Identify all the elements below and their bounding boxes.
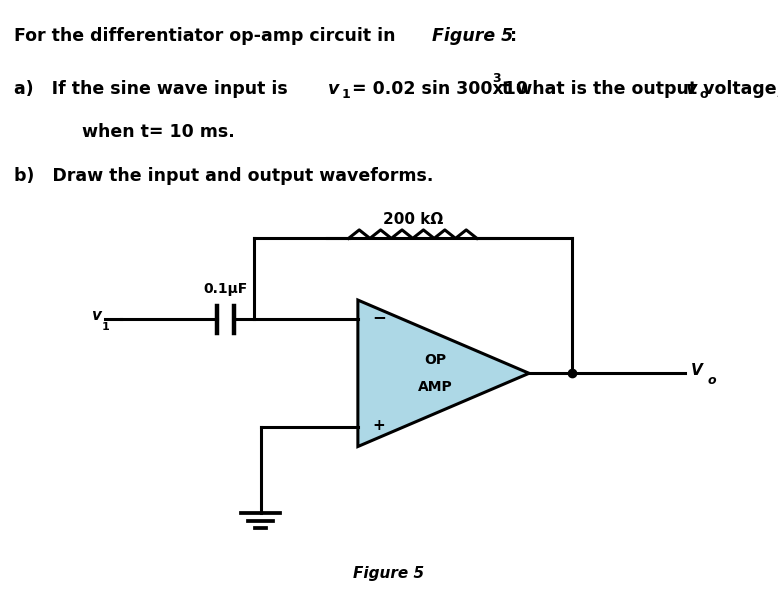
- Text: = 0.02 sin 300x10: = 0.02 sin 300x10: [352, 80, 527, 98]
- Text: 0.1μF: 0.1μF: [204, 282, 247, 296]
- Text: AMP: AMP: [418, 380, 452, 394]
- Text: when t= 10 ms.: when t= 10 ms.: [82, 123, 234, 141]
- Text: +: +: [372, 418, 384, 433]
- Text: −: −: [372, 308, 386, 326]
- Text: :: :: [510, 27, 517, 44]
- Text: b)   Draw the input and output waveforms.: b) Draw the input and output waveforms.: [14, 167, 433, 185]
- Text: t what is the output voltage,: t what is the output voltage,: [502, 80, 778, 98]
- Text: o: o: [708, 374, 717, 387]
- Text: v: v: [686, 80, 698, 98]
- Text: a)   If the sine wave input is: a) If the sine wave input is: [14, 80, 294, 98]
- Text: v: v: [91, 308, 101, 323]
- Text: 3: 3: [492, 72, 501, 85]
- Text: Figure 5: Figure 5: [432, 27, 513, 44]
- Text: OP: OP: [424, 353, 446, 367]
- Text: 1: 1: [342, 88, 350, 101]
- Text: 1: 1: [102, 322, 110, 332]
- Text: 200 kΩ: 200 kΩ: [383, 212, 443, 227]
- Polygon shape: [358, 300, 529, 447]
- Text: V: V: [691, 363, 703, 378]
- Text: Figure 5: Figure 5: [353, 566, 425, 581]
- Text: v: v: [328, 80, 340, 98]
- Text: o: o: [699, 88, 708, 101]
- Text: For the differentiator op-amp circuit in: For the differentiator op-amp circuit in: [14, 27, 401, 44]
